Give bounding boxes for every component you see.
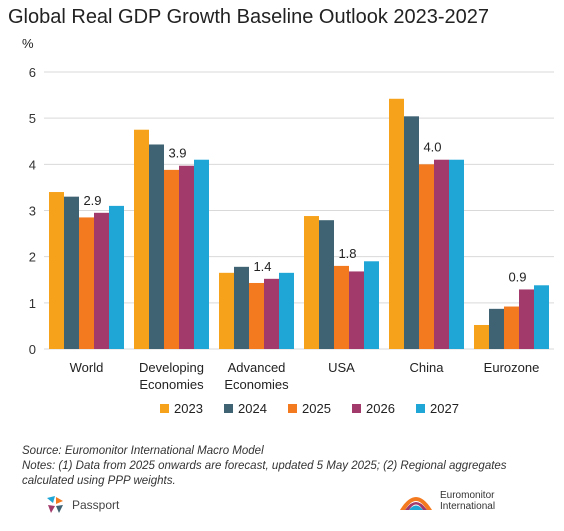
bar: [474, 324, 489, 349]
data-label: 2.9: [83, 193, 101, 208]
bar: [449, 159, 464, 349]
legend-label: 2027: [430, 401, 459, 416]
bar: [504, 306, 519, 349]
bar: [264, 278, 279, 349]
bar: [234, 266, 249, 349]
bar: [319, 220, 334, 349]
data-label: 1.4: [253, 259, 271, 274]
source-note: Source: Euromonitor International Macro …: [22, 445, 264, 457]
legend-label: 2026: [366, 401, 395, 416]
bar: [334, 265, 349, 349]
passport-logo-label: Passport: [72, 498, 120, 512]
notes-text: Notes: (1) Data from 2025 onwards are fo…: [22, 460, 507, 487]
data-label: 0.9: [508, 269, 526, 284]
euromonitor-subname: International: [440, 501, 496, 512]
euromonitor-name: Euromonitor: [440, 490, 495, 501]
legend-label: 2025: [302, 401, 331, 416]
y-tick-label: 3: [29, 204, 36, 219]
bar: [134, 129, 149, 349]
x-tick-label: China: [410, 360, 445, 375]
bar: [94, 212, 109, 349]
data-label: 3.9: [168, 146, 186, 161]
chart-footer: Source: Euromonitor International Macro …: [22, 444, 552, 489]
data-label: 1.8: [338, 246, 356, 261]
x-tick-label: Economies: [224, 377, 289, 392]
gdp-growth-chart: 0 1 2 3 4 5 6 World Developing Economies Advanced E…: [29, 65, 554, 416]
bar: [389, 98, 404, 349]
x-tick-label: Economies: [139, 377, 204, 392]
bar: [304, 216, 319, 349]
bar: [519, 289, 534, 349]
x-tick-label: Developing: [139, 360, 204, 375]
x-tick-label: USA: [328, 360, 355, 375]
y-tick-label: 5: [29, 111, 36, 126]
bar: [219, 272, 234, 349]
bar: [149, 144, 164, 349]
legend-label: 2024: [238, 401, 267, 416]
y-tick-label: 1: [29, 296, 36, 311]
legend-swatch: [416, 404, 425, 413]
x-tick-label: World: [70, 360, 104, 375]
euromonitor-logo: Euromonitor International: [398, 490, 530, 512]
bar: [404, 116, 419, 349]
bar: [194, 159, 209, 349]
bar: [534, 285, 549, 349]
legend-swatch: [224, 404, 233, 413]
euromonitor-icon: [400, 497, 432, 510]
legend-swatch: [288, 404, 297, 413]
bar: [434, 159, 449, 349]
legend-swatch: [352, 404, 361, 413]
bar: [279, 272, 294, 349]
y-tick-label: 6: [29, 65, 36, 80]
bar: [49, 192, 64, 349]
bar: [164, 169, 179, 349]
y-axis-unit: %: [22, 36, 34, 51]
bar: [489, 308, 504, 349]
bar: [419, 164, 434, 349]
y-tick-label: 2: [29, 250, 36, 265]
passport-icon: [47, 496, 63, 513]
bar: [79, 217, 94, 349]
legend-swatch: [160, 404, 169, 413]
bar: [179, 165, 194, 349]
legend-label: 2023: [174, 401, 203, 416]
bar: [249, 282, 264, 349]
y-tick-label: 4: [29, 157, 36, 172]
y-tick-label: 0: [29, 342, 36, 357]
bar: [109, 205, 124, 349]
bar: [64, 196, 79, 349]
x-tick-label: Advanced: [228, 360, 286, 375]
passport-logo: Passport: [44, 494, 119, 516]
bar: [364, 261, 379, 349]
data-label: 4.0: [423, 140, 441, 155]
bar: [349, 271, 364, 349]
chart-title: Global Real GDP Growth Baseline Outlook …: [8, 6, 490, 28]
x-tick-label: Eurozone: [484, 360, 540, 375]
